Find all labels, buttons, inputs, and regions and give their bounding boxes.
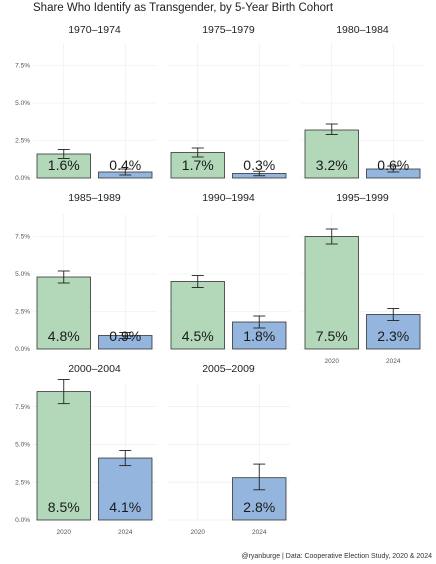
y-tick-label: 7.5% — [15, 63, 30, 70]
data-label: 1.8% — [243, 328, 275, 344]
y-tick-label: 2.5% — [15, 138, 30, 145]
facet-title: 1975–1979 — [202, 24, 255, 36]
facet-title: 1985–1989 — [68, 192, 121, 204]
facet-title: 1970–1974 — [68, 24, 121, 36]
bar-2020 — [36, 276, 91, 350]
facet-panel: 2000–2004 0.0% 2.5% 5.0% 7.5% 8.5% 4.1% — [15, 363, 156, 524]
chart-caption: @ryanburge | Data: Cooperative Election … — [241, 553, 432, 560]
data-label: 0.9% — [109, 328, 141, 344]
data-label: 1.6% — [48, 157, 80, 173]
data-label: 2.8% — [243, 499, 275, 515]
bar-2020 — [170, 281, 225, 350]
x-tick-label: 2024 — [118, 529, 133, 536]
data-label: 7.5% — [316, 328, 348, 344]
bar-2024 — [98, 457, 153, 521]
bar-2020 — [304, 236, 359, 350]
facet-panel: 1985–1989 0.0% 2.5% 5.0% 7.5% 4.8% 0.9% — [15, 192, 156, 353]
facet-title: 1995–1999 — [336, 192, 389, 204]
facet-panel: 1995–1999 7.5% 2.3% — [301, 192, 424, 350]
facet-panel: 1990–1994 4.5% 1.8% — [167, 192, 290, 350]
facet-title: 1980–1984 — [336, 24, 389, 36]
facet-title: 2005–2009 — [202, 363, 255, 375]
data-label: 8.5% — [48, 499, 80, 515]
x-tick-label: 2024 — [386, 358, 401, 365]
y-tick-label: 7.5% — [15, 404, 30, 411]
facet-panels: 1970–1974 0.0% 2.5% 5.0% 7.5% 1.6% 0.4% 1975–19… — [15, 24, 424, 536]
y-tick-label: 0.0% — [15, 346, 30, 353]
facet-panel: 1975–1979 1.7% 0.3% — [167, 24, 290, 179]
data-label: 4.1% — [109, 499, 141, 515]
facet-panel: 1970–1974 0.0% 2.5% 5.0% 7.5% 1.6% 0.4% — [15, 24, 156, 182]
data-label: 3.2% — [316, 157, 348, 173]
facet-title: 2000–2004 — [68, 363, 121, 375]
facet-panel: 2005–2009 2.8% — [167, 363, 290, 521]
data-label: 4.5% — [182, 328, 214, 344]
data-label: 0.3% — [243, 157, 275, 173]
data-label: 4.8% — [48, 328, 80, 344]
data-label: 0.4% — [109, 157, 141, 173]
y-tick-label: 5.0% — [15, 271, 30, 278]
y-tick-label: 2.5% — [15, 309, 30, 316]
x-tick-label: 2020 — [325, 358, 340, 365]
facet-title: 1990–1994 — [202, 192, 255, 204]
y-tick-label: 5.0% — [15, 100, 30, 107]
bar-2020 — [304, 129, 359, 179]
data-label: 2.3% — [377, 328, 409, 344]
y-tick-label: 5.0% — [15, 442, 30, 449]
y-tick-label: 0.0% — [15, 517, 30, 524]
x-tick-label: 2024 — [252, 529, 267, 536]
facet-panel: 1980–1984 3.2% 0.6% — [301, 24, 424, 179]
y-tick-label: 7.5% — [15, 234, 30, 241]
x-tick-label: 2020 — [57, 529, 72, 536]
chart-title: Share Who Identify as Transgender, by 5-… — [33, 2, 334, 14]
y-tick-label: 0.0% — [15, 175, 30, 182]
data-label: 0.6% — [377, 157, 409, 173]
data-label: 1.7% — [182, 157, 214, 173]
x-tick-label: 2020 — [191, 529, 206, 536]
y-tick-label: 2.5% — [15, 479, 30, 486]
